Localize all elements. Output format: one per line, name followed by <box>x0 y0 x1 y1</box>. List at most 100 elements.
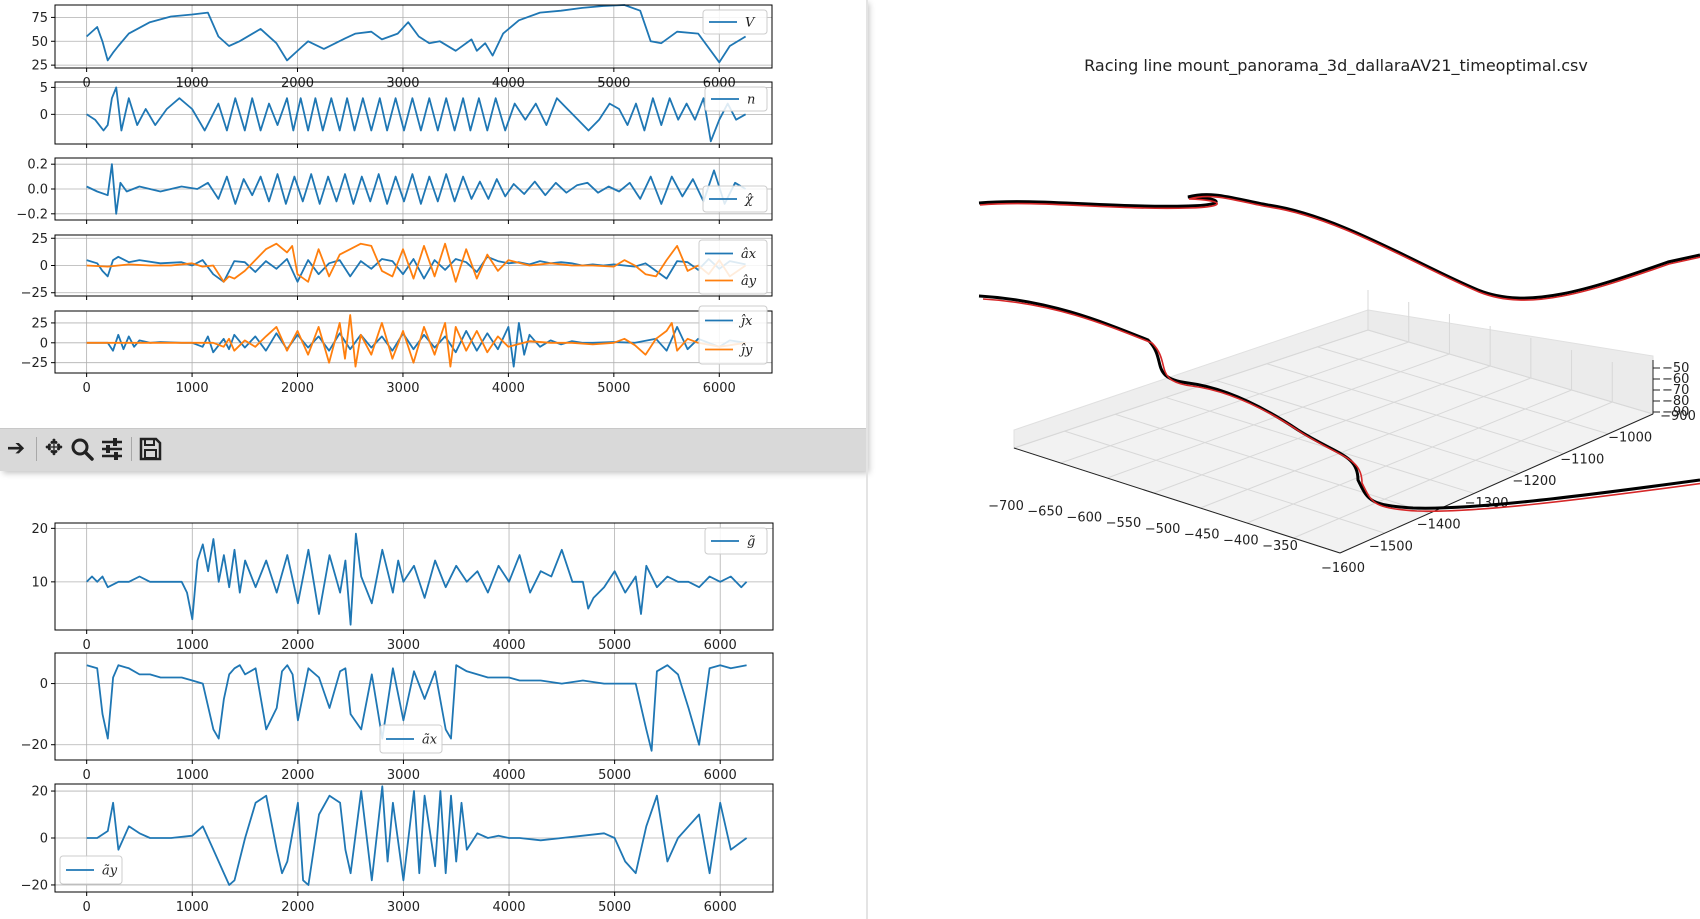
x-tick-label: 6000 <box>703 381 736 396</box>
x-tick-label: 6000 <box>704 638 737 653</box>
x-tick-label: 5000 <box>597 381 630 396</box>
x-tick-label: 2000 <box>281 638 314 653</box>
y-tick-label: −20 <box>21 878 48 893</box>
grid-line-x <box>1200 377 1532 509</box>
x-tick-label: 4000 <box>492 900 525 915</box>
legend: ãx <box>379 724 443 754</box>
x-tick-label: 0 <box>83 768 91 783</box>
window-divider <box>866 0 868 919</box>
z-tick-label: −60 <box>1662 372 1689 387</box>
legend-label: χ̂ <box>744 193 754 208</box>
y-axis <box>1339 413 1654 554</box>
figure-window-top: 25 50 75 0 1000 2000 3000 4000 5000 6000 V 5 0 n 0.2 0.… <box>0 0 866 471</box>
forward-arrow-icon[interactable]: ➔ <box>6 436 26 461</box>
y-tick-label: 20 <box>31 785 48 800</box>
grid-line-x <box>1246 389 1572 524</box>
figure-window-bottom: 20 10 0 1000 2000 3000 4000 5000 6000 g̃ 0 −20 0 1000… <box>0 505 866 919</box>
zoom-magnifier-icon[interactable] <box>68 435 96 463</box>
legend: ãy <box>59 855 123 885</box>
legend: g̃ <box>704 527 768 555</box>
y-tick-label: 0 <box>40 259 48 274</box>
y-tick-label: −1500 <box>1369 539 1413 554</box>
axes-frame <box>54 81 773 145</box>
y-tick-label: −1000 <box>1608 431 1652 446</box>
z-tick-label: −70 <box>1662 383 1689 398</box>
x-tick-label: 4000 <box>492 638 525 653</box>
grid-line-y <box>1064 430 1385 534</box>
series-line-chi <box>86 163 747 215</box>
x-tick-label: −650 <box>1027 505 1063 520</box>
subplot-ay_tilde: 20 0 −20 0 1000 2000 3000 4000 5000 6000 ãy <box>21 783 774 915</box>
y-tick-label: −1400 <box>1417 518 1461 533</box>
x-tick-label: 3000 <box>387 638 420 653</box>
legend-label: ãx <box>422 733 438 748</box>
x-tick-label: 0 <box>83 900 91 915</box>
y-tick-label: −900 <box>1660 409 1696 424</box>
x-tick-label: −400 <box>1223 533 1259 548</box>
x-tick-label: 2000 <box>281 900 314 915</box>
figure-window-3d: Racing line mount_panorama_3d_dallaraAV2… <box>868 0 1700 919</box>
legend-label: g̃ <box>747 535 755 550</box>
legend-label: ãy <box>102 864 118 879</box>
grid-line-x <box>1013 329 1369 449</box>
x-tick-label: 1000 <box>176 381 209 396</box>
x-tick-label: −550 <box>1106 516 1142 531</box>
toolbar-separator <box>36 437 37 461</box>
axes-3d: −700 −650 −600 −550 −500 −450 −400 −350 −900 −100… <box>988 290 1696 576</box>
y-tick-label: 5 <box>40 81 48 96</box>
series-line-n <box>86 86 747 143</box>
x-tick-label: 1000 <box>176 900 209 915</box>
axes-frame <box>54 4 773 69</box>
legend: âx ây <box>698 239 768 295</box>
grid-line-x <box>1060 341 1409 464</box>
x-tick-label: 2000 <box>281 768 314 783</box>
x-tick-label: −450 <box>1184 528 1220 543</box>
pan-move-icon[interactable]: ✥ <box>44 436 64 461</box>
x-tick-label: 6000 <box>704 768 737 783</box>
series-line-V <box>85 4 747 64</box>
y-tick-label: 0 <box>40 336 48 351</box>
axes-frame <box>54 522 774 631</box>
racing-line-traces <box>978 193 1700 513</box>
legend: χ̂ <box>702 185 768 213</box>
series-line-ay_tilde <box>86 785 748 886</box>
y-tick-label: −20 <box>21 738 48 753</box>
boundary-line-upper <box>978 193 1700 300</box>
legend-label: ây <box>741 274 757 289</box>
y-tick-label: 0 <box>40 677 48 692</box>
toolbar-separator <box>131 437 132 461</box>
save-disk-icon[interactable] <box>136 435 164 463</box>
legend: ĵx ĵy <box>698 305 768 365</box>
y-tick-label: −25 <box>21 356 48 371</box>
x-tick-label: 4000 <box>492 381 525 396</box>
legend-label: âx <box>741 247 757 262</box>
x-tick-label: −500 <box>1145 522 1181 537</box>
x-tick-label: 1000 <box>176 768 209 783</box>
grid-line-y <box>1266 363 1564 455</box>
legend: V <box>702 9 768 35</box>
legend-label: V <box>745 16 756 31</box>
x-tick-label: −350 <box>1262 539 1298 554</box>
configure-subplots-icon[interactable] <box>98 435 126 463</box>
x-tick-label: 3000 <box>387 768 420 783</box>
x-tick-label: 6000 <box>704 900 737 915</box>
legend: n <box>704 86 768 112</box>
series-line-g_tilde <box>86 532 748 626</box>
y-tick-label: 0.0 <box>27 183 48 198</box>
y-tick-label: −0.2 <box>16 207 48 222</box>
y-tick-label: 10 <box>31 575 48 590</box>
series-line-ax_tilde <box>86 664 747 752</box>
z-tick-label: −80 <box>1662 394 1689 409</box>
grid-line-x <box>1293 401 1613 539</box>
racing-line-lower <box>982 298 1700 513</box>
z-tick-label: −90 <box>1662 405 1689 420</box>
y-tick-label: 75 <box>31 11 48 26</box>
x-tick-label: 0 <box>82 381 90 396</box>
grid-line-y <box>1165 396 1475 494</box>
grid-line-y <box>1216 380 1520 475</box>
series-line-j_hat <box>86 314 746 368</box>
y-tick-label: −1600 <box>1321 561 1365 576</box>
